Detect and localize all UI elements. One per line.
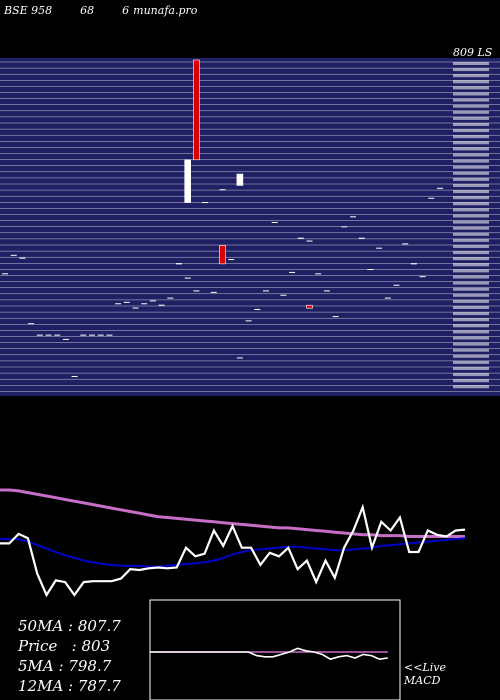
- price-axis-tick: [453, 74, 489, 78]
- price-axis-tick: [453, 184, 489, 187]
- price-axis-tick: [453, 214, 489, 218]
- candle-body: [306, 304, 313, 309]
- price-axis-tick: [453, 330, 489, 334]
- price-axis-tick: [453, 202, 489, 206]
- price-gridlines: [0, 61, 500, 392]
- price-axis-top-label: 809 LS: [453, 46, 493, 59]
- price-axis-tick: [453, 159, 489, 163]
- stat-5ma-value: 798.7: [68, 657, 112, 675]
- ma-series-line: [0, 503, 466, 598]
- price-axis-tick: [453, 354, 489, 358]
- price-axis-tick: [453, 373, 489, 377]
- price-axis-tick: [453, 293, 489, 297]
- stat-50ma-value: 807.7: [77, 617, 121, 635]
- candle-body: [193, 59, 200, 161]
- price-axis-tick: [453, 208, 489, 212]
- stat-12ma-value: 787.7: [77, 677, 121, 695]
- price-axis-tick: [453, 299, 489, 303]
- price-axis-tick: [453, 80, 489, 84]
- price-axis-tick: [453, 275, 489, 279]
- price-candles: [2, 187, 443, 377]
- price-axis-tick: [453, 238, 489, 242]
- price-axis-tick: [453, 92, 489, 96]
- stat-12ma: 12MA : 787.7: [18, 677, 121, 695]
- price-axis-tick: [453, 226, 489, 230]
- price-axis-tick: [453, 190, 489, 194]
- price-axis-tick: [453, 129, 489, 133]
- price-bars: [184, 59, 313, 309]
- price-axis-tick: [453, 123, 489, 126]
- price-axis-tick: [453, 171, 489, 175]
- price-axis-tick: [453, 177, 489, 181]
- macd-label: <<Live MACD: [404, 661, 446, 687]
- price-axis-tick: [453, 281, 489, 285]
- ma-series-line: [0, 537, 466, 568]
- price-axis-tick: [453, 135, 489, 139]
- price-axis-tick: [453, 306, 489, 309]
- price-panel-background: [0, 58, 500, 396]
- price-axis-tick: [453, 232, 489, 236]
- price-axis-tick: [453, 336, 489, 340]
- price-axis-tick: [453, 379, 489, 383]
- stat-price: Price : 803: [18, 637, 111, 655]
- price-axis-tick: [453, 324, 489, 328]
- price-axis-tick: [453, 220, 489, 224]
- stat-12ma-label: 12MA: [18, 677, 64, 695]
- price-axis-tick: [453, 141, 489, 145]
- price-axis-tick: [453, 68, 489, 72]
- series-label: 6: [122, 4, 130, 17]
- stat-50ma: 50MA : 807.7: [18, 617, 121, 635]
- stat-price-label: Price: [18, 637, 58, 655]
- price-axis-tick: [453, 360, 489, 364]
- price-axis-tick: [453, 348, 489, 352]
- candle-body: [184, 159, 191, 203]
- price-axis-tick: [453, 385, 489, 389]
- stat-50ma-label: 50MA: [18, 617, 64, 635]
- price-axis-tick: [453, 153, 489, 157]
- price-axis-tick: [453, 312, 489, 316]
- price-axis-tick: [453, 165, 489, 169]
- price-axis-tick: [453, 263, 489, 267]
- price-axis-tick: [453, 245, 489, 248]
- price-axis-tick: [453, 147, 489, 151]
- price-axis-tick: [453, 342, 489, 346]
- price-axis-tick: [453, 110, 489, 114]
- ma-series-line: [0, 488, 465, 538]
- price-axis-tick: [453, 104, 489, 108]
- macd-series-line: [150, 647, 388, 661]
- exchange-label: BSE 958: [4, 4, 53, 17]
- price-axis-tick: [453, 86, 489, 90]
- price-axis-labels: [453, 62, 489, 389]
- stat-5ma: 5MA : 798.7: [18, 657, 112, 675]
- price-axis-tick: [453, 98, 489, 102]
- price-axis-tick: [453, 367, 489, 370]
- macd-label-line2: MACD: [404, 674, 441, 687]
- moving-average-lines: [0, 488, 466, 598]
- price-axis-tick: [453, 318, 489, 322]
- macd-lines: [150, 647, 388, 661]
- stat-price-value: 803: [81, 637, 111, 655]
- chart-header: BSE 958 68 6 munafa.pro: [4, 4, 225, 17]
- price-axis-tick: [453, 196, 489, 200]
- stat-5ma-label: 5MA: [18, 657, 54, 675]
- price-axis-tick: [453, 251, 489, 255]
- price-axis-tick: [453, 269, 489, 273]
- price-axis-tick: [453, 257, 489, 261]
- code-label: 68: [80, 4, 95, 17]
- candle-body: [236, 173, 244, 186]
- price-axis-tick: [453, 62, 489, 65]
- candle-body: [219, 245, 226, 265]
- price-axis-tick: [453, 287, 489, 291]
- macd-panel-frame: [149, 599, 401, 700]
- price-axis-tick: [453, 116, 489, 120]
- site-label: munafa.pro: [133, 4, 198, 17]
- macd-label-line1: <<Live: [404, 661, 446, 674]
